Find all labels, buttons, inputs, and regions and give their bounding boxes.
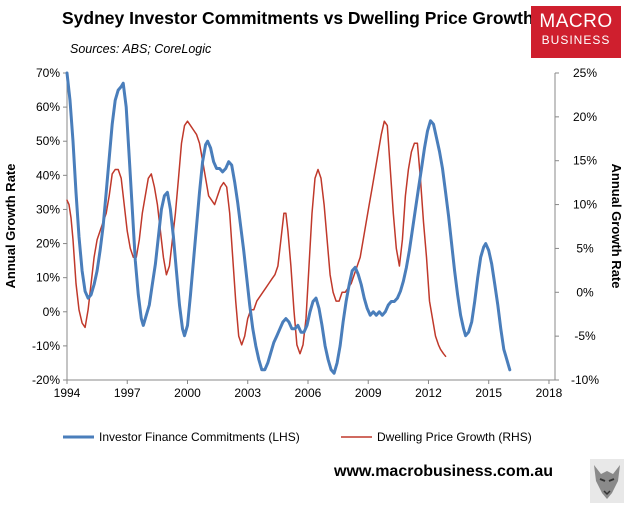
y-left-tick-label: 70% [36, 66, 60, 80]
x-tick-label: 2012 [415, 386, 442, 400]
y-left-tick-label: 0% [43, 305, 61, 319]
y-right-tick-label: -10% [571, 373, 599, 387]
website-url: www.macrobusiness.com.au [334, 463, 554, 480]
legend-label-dwelling-price: Dwelling Price Growth (RHS) [377, 430, 532, 444]
y-left-tick-label: 50% [36, 134, 60, 148]
y-right-tick-label: 5% [576, 241, 594, 255]
y-left-tick-label: 40% [36, 168, 60, 182]
y-left-tick-label: 20% [36, 237, 60, 251]
logo-line-2: BUSINESS [541, 33, 611, 47]
x-tick-label: 2009 [355, 386, 382, 400]
investor-finance-series-line [65, 71, 512, 375]
macrobusiness-logo: MACRO BUSINESS [531, 6, 621, 58]
wolf-logo-icon [590, 459, 624, 503]
y-right-tick-label: -5% [574, 329, 596, 343]
y-left-tick-label: -20% [32, 373, 60, 387]
logo-line-1: MACRO [539, 11, 613, 32]
y-axis-right-label: Annual Growth Rate [609, 164, 624, 289]
y-axis-left-label: Annual Growth Rate [3, 164, 18, 289]
x-tick-label: 2018 [536, 386, 563, 400]
x-tick-label: 2003 [234, 386, 261, 400]
y-right-tick-label: 10% [573, 198, 597, 212]
y-left-tick-label: 30% [36, 202, 60, 216]
y-right-tick-label: 0% [576, 285, 594, 299]
legend-label-investor-finance: Investor Finance Commitments (LHS) [99, 430, 300, 444]
y-right-tick-label: 15% [573, 154, 597, 168]
y-left-tick-label: -10% [32, 339, 60, 353]
x-tick-label: 2000 [174, 386, 201, 400]
y-left-tick-label: 60% [36, 100, 60, 114]
y-left-tick-label: 10% [36, 271, 60, 285]
y-right-tick-label: 25% [573, 66, 597, 80]
y-right-tick-label: 20% [573, 110, 597, 124]
x-tick-label: 2015 [475, 386, 502, 400]
x-tick-label: 1997 [114, 386, 141, 400]
chart-title: Sydney Investor Commitments vs Dwelling … [62, 8, 534, 28]
dwelling-price-series-line [66, 120, 447, 358]
x-tick-label: 2006 [295, 386, 322, 400]
chart-sources: Sources: ABS; CoreLogic [70, 42, 212, 56]
x-tick-label: 1994 [54, 386, 81, 400]
